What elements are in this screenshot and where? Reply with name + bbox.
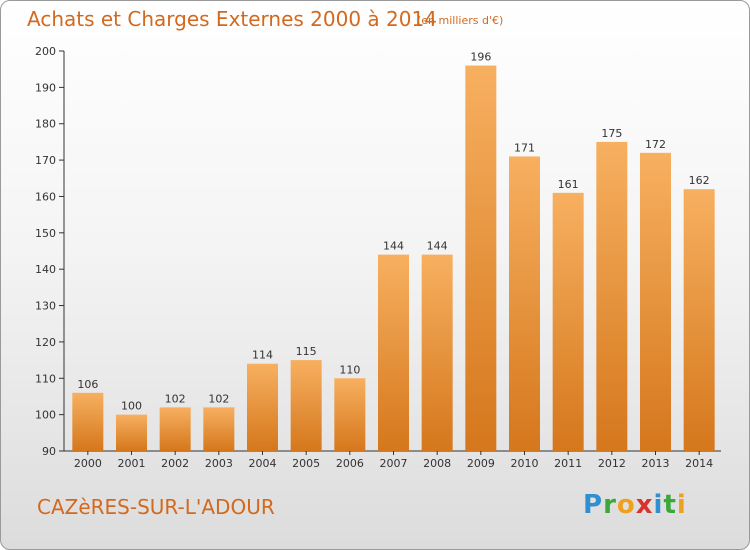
x-tick-label: 2000 (74, 457, 102, 470)
bar (378, 254, 409, 451)
y-tick-label: 130 (35, 300, 56, 313)
bar (72, 392, 104, 451)
y-tick-label: 120 (35, 336, 56, 349)
bar (334, 378, 366, 451)
data-label: 114 (252, 349, 273, 362)
logo-letter: P (583, 490, 604, 520)
data-label: 102 (165, 392, 186, 405)
bar (552, 192, 584, 451)
x-tick-label: 2011 (554, 457, 582, 470)
x-tick-label: 2002 (161, 457, 189, 470)
chart-title: Achats et Charges Externes 2000 à 2014 (27, 7, 437, 31)
y-tick-label: 160 (35, 190, 56, 203)
y-tick-label: 200 (35, 45, 56, 58)
bar (290, 360, 322, 451)
data-label: 110 (339, 363, 360, 376)
x-tick-label: 2006 (336, 457, 364, 470)
x-tick-label: 2012 (598, 457, 626, 470)
bar (159, 407, 191, 451)
data-label: 161 (558, 178, 579, 191)
x-tick-label: 2001 (118, 457, 146, 470)
logo-letter: x (635, 490, 654, 520)
bar (640, 152, 671, 451)
x-tick-label: 2013 (642, 457, 670, 470)
bar (116, 414, 147, 451)
bar (683, 189, 715, 451)
x-tick-label: 2014 (685, 457, 713, 470)
proxiti-logo: Proxiti (583, 490, 687, 520)
bar (247, 363, 278, 451)
logo-letter: r (603, 490, 617, 520)
data-label: 100 (121, 400, 142, 413)
y-tick-label: 140 (35, 263, 56, 276)
x-tick-label: 2004 (249, 457, 277, 470)
x-tick-label: 2010 (511, 457, 539, 470)
logo-letter: i (676, 490, 687, 520)
data-label: 196 (470, 51, 491, 64)
bar (465, 65, 497, 451)
bar (203, 407, 235, 451)
logo-letter: i (653, 490, 664, 520)
bars: 106 100 102 102 114 115 110 144 144 196 171 161 175 1… (72, 51, 715, 452)
x-tick-label: 2005 (292, 457, 320, 470)
data-label: 106 (77, 378, 98, 391)
x-tick-label: 2007 (380, 457, 408, 470)
chart-subtitle: (en milliers d'€) (417, 14, 504, 27)
y-tick-label: 170 (35, 154, 56, 167)
bar (596, 141, 628, 451)
bar (509, 156, 540, 452)
x-tick-label: 2009 (467, 457, 495, 470)
data-label: 175 (601, 127, 622, 140)
data-label: 115 (296, 345, 317, 358)
data-label: 172 (645, 138, 666, 151)
logo-letter: o (616, 490, 636, 520)
data-label: 162 (689, 174, 710, 187)
commune-name: CAZèRES-SUR-L'ADOUR (37, 495, 275, 519)
y-tick-label: 190 (35, 81, 56, 94)
y-tick-label: 150 (35, 227, 56, 240)
bar (421, 254, 453, 451)
y-tick-label: 90 (42, 445, 56, 458)
axes: 90 100 110 120 130 140 150 160 170 180 190 200 2000 2… (35, 45, 721, 470)
y-tick-label: 110 (35, 372, 56, 385)
x-tick-label: 2008 (423, 457, 451, 470)
data-label: 102 (208, 392, 229, 405)
x-tick-label: 2003 (205, 457, 233, 470)
logo-letter: t (663, 490, 677, 520)
data-label: 171 (514, 141, 535, 154)
y-tick-label: 100 (35, 409, 56, 422)
data-label: 144 (427, 240, 448, 253)
y-tick-label: 180 (35, 118, 56, 131)
data-label: 144 (383, 240, 404, 253)
